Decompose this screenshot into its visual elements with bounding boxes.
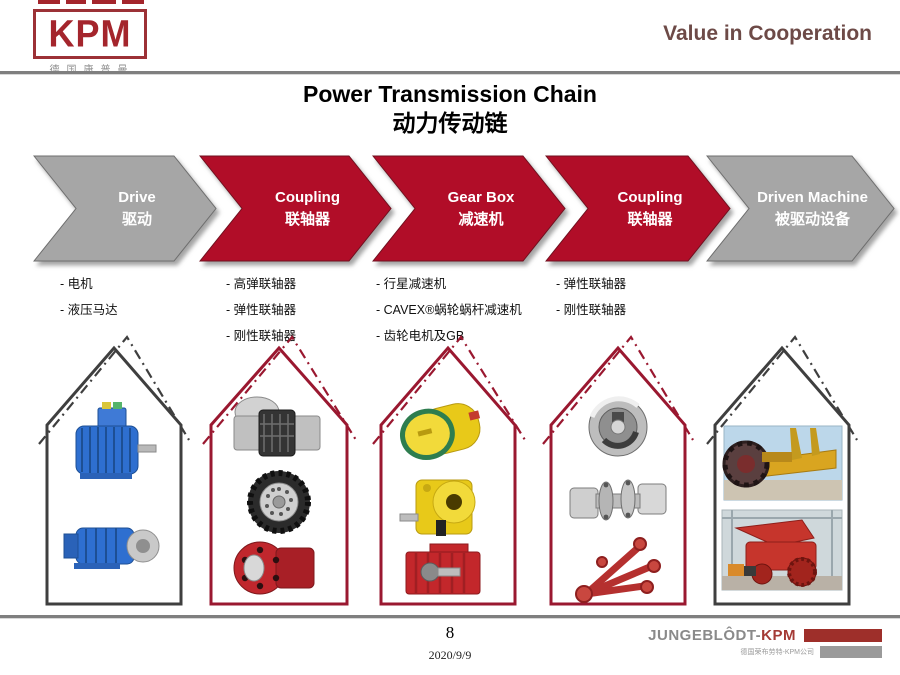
kpm-logo: KPM <box>33 9 147 59</box>
house-outline <box>549 345 687 606</box>
logo-fragment <box>66 0 86 4</box>
house-driven-machine <box>706 335 858 606</box>
date: 2020/9/9 <box>428 648 472 662</box>
kpm-logo-text: KPM <box>48 11 132 55</box>
house-outline <box>713 345 851 606</box>
electric-motor-image <box>75 402 157 479</box>
disc-coupling-image <box>569 479 667 521</box>
page-number: 8 <box>445 623 455 642</box>
house-dash-outline <box>542 335 694 445</box>
footer-logo-kpm: KPM <box>761 627 796 644</box>
house-dash-outline <box>372 335 526 445</box>
bullet-list-coupling-2: - 弹性联轴器 - 刚性联轴器 <box>556 271 626 323</box>
bullet-list-drive: - 电机 - 液压马达 <box>60 271 118 323</box>
house-dash-outline <box>38 335 190 445</box>
house-gearbox <box>372 335 526 606</box>
worm-gearbox-image <box>399 479 476 536</box>
footer-logo-main: JUNGEBLÔDT- <box>648 627 762 644</box>
red-gearbox-image <box>405 543 481 595</box>
bullet-list-coupling-1: - 高弹联轴器 - 弹性联轴器 - 刚性联轴器 <box>226 271 296 349</box>
gear-coupling-image <box>588 396 648 457</box>
title-chinese: 动力传动链 <box>392 109 508 136</box>
flex-coupling-image <box>233 396 321 457</box>
list-item: - 弹性联轴器 <box>556 277 627 291</box>
bullet-list-gearbox: - 行星减速机 - CAVEX®蜗轮蜗杆减速机 - 齿轮电机及GB <box>376 271 522 349</box>
bucket-wheel-excavator-photo <box>722 425 843 501</box>
chevron-coupling-2 <box>545 155 731 262</box>
list-item: - 高弹联轴器 <box>226 277 297 291</box>
list-item: - 刚性联轴器 <box>556 303 627 317</box>
cardan-shafts-image <box>575 537 661 603</box>
footer-logo-gray-block <box>820 646 882 658</box>
chevron-drive <box>33 155 217 262</box>
house-coupling-2 <box>542 335 694 606</box>
gear-coupling-ring-image <box>247 470 311 534</box>
footer-divider <box>0 615 900 619</box>
planetary-gearbox-image <box>400 403 481 460</box>
house-outline <box>379 345 517 606</box>
list-item: - 电机 <box>60 277 93 291</box>
list-item: - 刚性联轴器 <box>226 329 297 343</box>
list-item: - 液压马达 <box>60 303 118 317</box>
house-dash-outline <box>202 335 357 445</box>
chevron-coupling-1 <box>199 155 392 262</box>
jungeblodt-kpm-logo: JUNGEBLÔDT- KPM 德国荣布劳特-KPM公司 <box>622 627 882 658</box>
list-item: - 弹性联轴器 <box>226 303 297 317</box>
house-outline <box>45 345 183 606</box>
kpm-logo-subtext: 德国康普曼 <box>30 61 154 76</box>
list-item: - 行星减速机 <box>376 277 447 291</box>
house-coupling-1 <box>202 335 357 606</box>
logo-fragment <box>38 0 60 4</box>
footer-logo-red-block <box>804 629 882 642</box>
red-flange-coupling-image <box>233 541 315 595</box>
chevron-gearbox <box>372 155 566 262</box>
house-drive <box>38 335 190 606</box>
chevron-driven-machine <box>706 155 895 262</box>
tagline: Value in Cooperation <box>663 22 872 45</box>
list-item: - CAVEX®蜗轮蜗杆减速机 <box>376 303 522 317</box>
page-title: Power Transmission Chain 动力传动链 <box>0 80 900 138</box>
house-dash-outline <box>706 335 858 445</box>
list-item: - 齿轮电机及GB <box>376 329 465 343</box>
hydraulic-motor-image <box>63 527 160 569</box>
logo-fragment <box>122 0 144 4</box>
title-english: Power Transmission Chain <box>303 81 597 107</box>
mining-machine-photo <box>721 509 843 591</box>
footer-logo-subtext: 德国荣布劳特-KPM公司 <box>740 649 815 656</box>
header-divider <box>0 71 900 75</box>
logo-fragment <box>92 0 116 4</box>
house-outline <box>209 345 349 606</box>
